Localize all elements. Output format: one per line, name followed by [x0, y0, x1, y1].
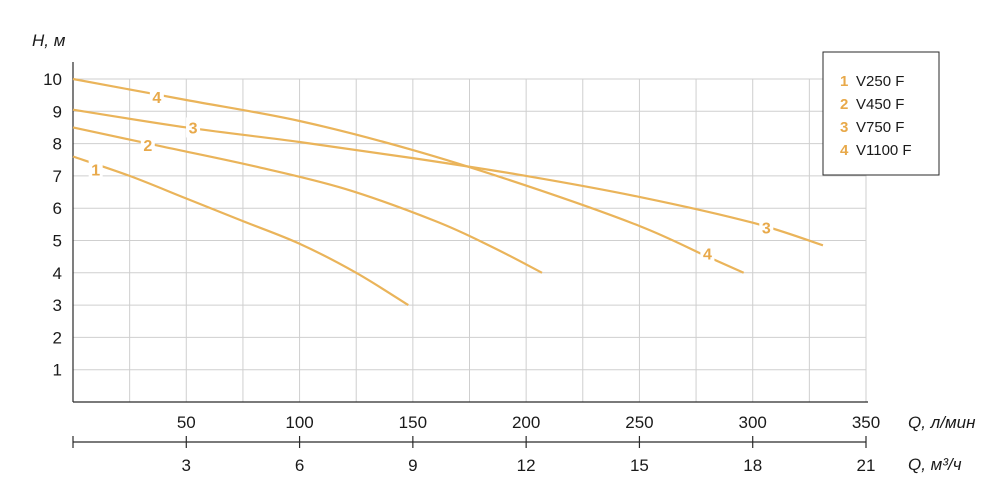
x2-tick-label: 15 — [630, 456, 649, 475]
x2-tick-label: 18 — [743, 456, 762, 475]
y-tick-label: 4 — [53, 264, 62, 283]
legend-number: 4 — [840, 142, 849, 159]
x-tick-label: 150 — [399, 413, 427, 432]
y-tick-label: 10 — [43, 70, 62, 89]
legend-number: 3 — [840, 119, 848, 136]
x-tick-label: 50 — [177, 413, 196, 432]
x-tick-label: 350 — [852, 413, 880, 432]
curve-label-bg — [149, 86, 164, 107]
x-tick-label: 250 — [625, 413, 653, 432]
x2-tick-label: 3 — [182, 456, 191, 475]
y-tick-label: 3 — [53, 296, 62, 315]
y-tick-label: 1 — [53, 361, 62, 380]
legend: 1 V250 F 2 V450 F 3 V750 F 4 V1100 F — [822, 51, 940, 176]
y-tick-label: 5 — [53, 232, 62, 251]
legend-number: 2 — [840, 96, 848, 113]
legend-label: V450 F — [856, 96, 904, 113]
x2-tick-label: 12 — [517, 456, 536, 475]
curve-label-bg — [88, 159, 103, 180]
x2-tick-label: 21 — [857, 456, 876, 475]
curve-label-3: 3 — [189, 120, 198, 137]
y-axis-title: H, м — [32, 31, 66, 50]
series-curves — [72, 77, 824, 307]
x2-axis-title: Q, м³/ч — [908, 455, 962, 474]
curve-label-4: 4 — [152, 90, 161, 107]
curve-label-4: 4 — [703, 246, 712, 263]
y-tick-label: 7 — [53, 167, 62, 186]
curve-label-1: 1 — [91, 162, 100, 179]
series-line-3 — [72, 108, 824, 247]
legend-label: V250 F — [856, 73, 904, 90]
curve-labels: 1 2 3 3 4 4 — [88, 86, 774, 264]
curve-label-2: 2 — [143, 138, 152, 155]
curve-label-bg — [186, 117, 201, 138]
curve-label-bg — [759, 217, 774, 238]
x-tick-label: 100 — [285, 413, 313, 432]
series-line-1 — [72, 155, 409, 307]
x2-tick-labels: 3 6 9 12 15 18 21 — [182, 456, 876, 475]
x-tick-labels: 50 100 150 200 250 300 350 — [177, 413, 880, 432]
y-tick-label: 8 — [53, 135, 62, 154]
curve-label-bg — [140, 135, 155, 156]
x-tick-label: 300 — [739, 413, 767, 432]
legend-label: V750 F — [856, 119, 904, 136]
curve-label-3: 3 — [762, 221, 771, 238]
curve-label-bg — [700, 243, 715, 264]
y-tick-label: 9 — [53, 102, 62, 121]
x-axis-title: Q, л/мин — [908, 413, 976, 432]
series-line-2 — [72, 126, 543, 274]
x-tick-label: 200 — [512, 413, 540, 432]
x2-tick-label: 6 — [295, 456, 304, 475]
series-line-4 — [72, 77, 745, 274]
y-tick-labels: 1 2 3 4 5 6 7 8 9 10 — [43, 70, 62, 380]
legend-number: 1 — [840, 73, 848, 90]
y-tick-label: 6 — [53, 199, 62, 218]
legend-label: V1100 F — [856, 142, 912, 159]
x2-tick-label: 9 — [408, 456, 417, 475]
legend-box — [822, 51, 940, 176]
y-tick-label: 2 — [53, 328, 62, 347]
axes — [72, 62, 868, 448]
